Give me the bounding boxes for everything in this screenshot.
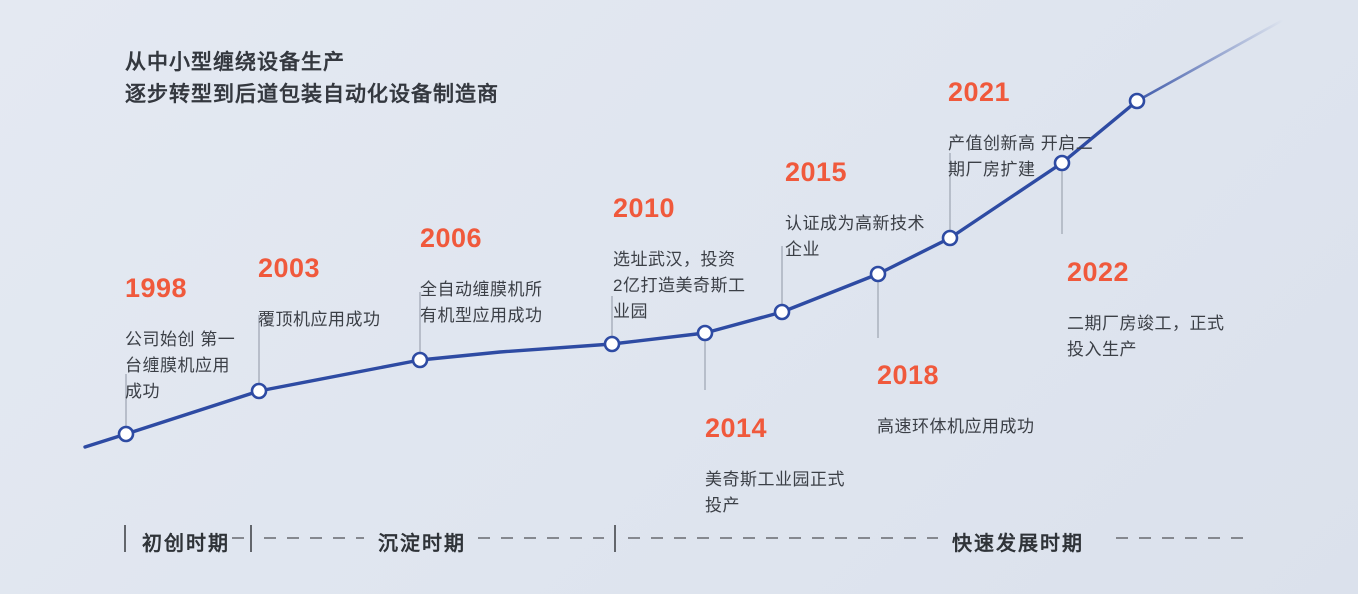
phase-label-early: 初创时期	[142, 533, 230, 555]
milestone-2010: 2010 选址武汉，投资 2亿打造美奇斯工 业园	[613, 176, 745, 343]
milestone-desc: 产值创新高 开启二 期厂房扩建	[948, 134, 1094, 179]
milestone-year: 2010	[613, 193, 676, 223]
milestone-desc: 全自动缠膜机所 有机型应用成功	[420, 280, 543, 325]
milestone-desc: 覆顶机应用成功	[258, 310, 381, 329]
milestone-2018: 2018 高速环体机应用成功	[877, 343, 1035, 458]
milestone-2021: 2021 产值创新高 开启二 期厂房扩建	[948, 60, 1093, 201]
milestone-point	[773, 303, 791, 321]
milestone-point	[411, 351, 429, 369]
phase-dashes	[1116, 537, 1250, 539]
milestone-desc: 高速环体机应用成功	[877, 417, 1035, 436]
milestone-point	[603, 335, 621, 353]
milestone-year: 1998	[125, 273, 188, 303]
phase-tick	[250, 525, 252, 552]
growth-curve-fade-tail	[1136, 18, 1284, 103]
milestone-2022: 2022 二期厂房竣工，正式 投入生产	[1067, 240, 1225, 381]
milestone-year: 2014	[705, 413, 768, 443]
phase-dashes	[478, 537, 604, 539]
milestone-year: 2006	[420, 223, 483, 253]
milestone-2014: 2014 美奇斯工业园正式 投产	[705, 396, 845, 537]
milestone-year: 2018	[877, 360, 940, 390]
phase-dashes	[232, 537, 248, 539]
milestone-1998: 1998 公司始创 第一 台缠膜机应用 成功	[125, 256, 235, 423]
phase-label-rapid-growth: 快速发展时期	[952, 533, 1084, 555]
milestone-2015: 2015 认证成为高新技术 企业	[785, 140, 925, 281]
milestone-desc: 公司始创 第一 台缠膜机应用 成功	[125, 330, 236, 401]
intro-heading-line2: 逐步转型到后道包装自动化设备制造商	[125, 83, 499, 106]
milestone-year: 2015	[785, 157, 848, 187]
phase-label-settling: 沉淀时期	[378, 533, 466, 555]
intro-heading: 从中小型缠绕设备生产 逐步转型到后道包装自动化设备制造商	[125, 47, 499, 111]
milestone-point	[1128, 92, 1146, 110]
milestone-point	[250, 382, 268, 400]
milestone-point	[696, 324, 714, 342]
milestone-markers	[117, 92, 1146, 443]
phase-tick	[124, 525, 126, 552]
milestone-point	[117, 425, 135, 443]
milestone-2006: 2006 全自动缠膜机所 有机型应用成功	[420, 206, 543, 347]
milestone-year: 2022	[1067, 257, 1130, 287]
milestone-desc: 二期厂房竣工，正式 投入生产	[1067, 314, 1225, 359]
milestone-2003: 2003 覆顶机应用成功	[258, 236, 381, 351]
milestone-desc: 美奇斯工业园正式 投产	[705, 470, 845, 515]
milestone-point	[941, 229, 959, 247]
milestone-desc: 认证成为高新技术 企业	[785, 214, 925, 259]
milestone-desc: 选址武汉，投资 2亿打造美奇斯工 业园	[613, 250, 746, 321]
phase-tick	[614, 525, 616, 552]
phase-dashes	[628, 537, 938, 539]
milestone-point	[1053, 154, 1071, 172]
milestone-year: 2003	[258, 253, 321, 283]
milestone-point	[869, 265, 887, 283]
intro-heading-line1: 从中小型缠绕设备生产	[125, 51, 345, 74]
milestone-year: 2021	[948, 77, 1011, 107]
milestone-stems	[125, 153, 1063, 426]
phase-dashes	[264, 537, 364, 539]
